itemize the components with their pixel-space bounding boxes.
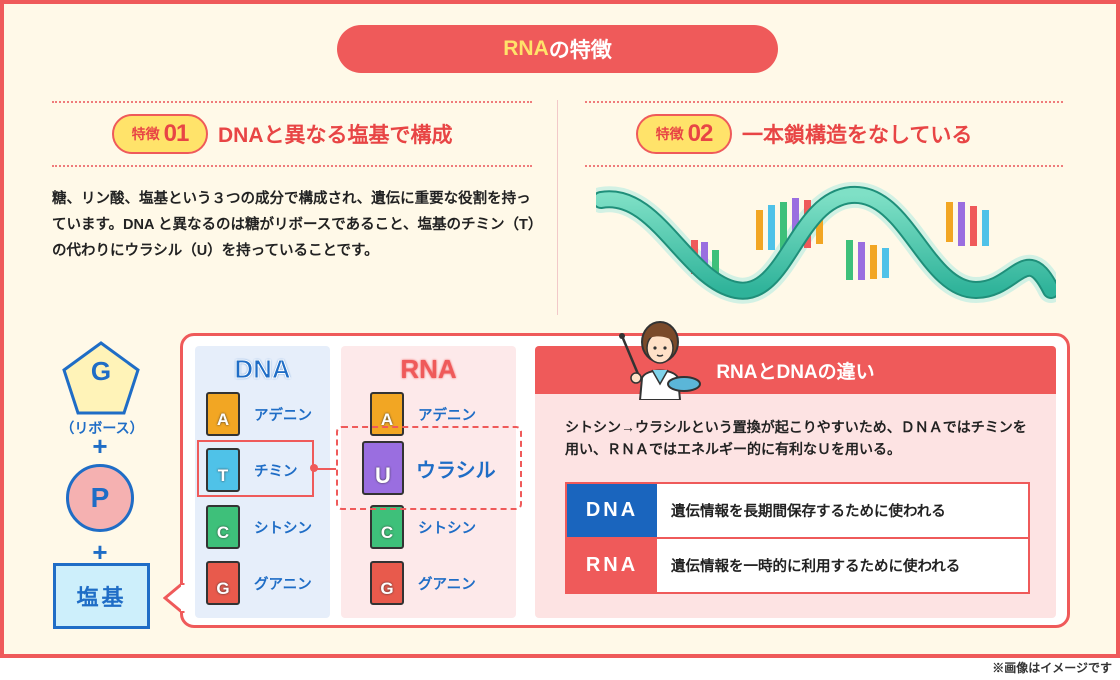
cytosine-block-icon: C	[370, 505, 404, 549]
feature-01-description: 糖、リン酸、塩基という３つの成分で構成され、遺伝に重要な役割を持っています。DN…	[52, 191, 536, 259]
uracil-highlight	[336, 426, 522, 510]
badge-word: 特徴	[131, 126, 160, 142]
rna-single-strand-illustration	[596, 181, 1056, 304]
base-name: アデニン	[418, 407, 476, 424]
row-key-rna: RNA	[567, 539, 657, 592]
ribose-pentagon	[62, 341, 140, 415]
guanine-block-icon: G	[370, 561, 404, 605]
difference-heading: RNAとDNAの違い	[535, 346, 1056, 394]
base-name: シトシン	[254, 520, 312, 537]
feature-badge: 特徴 02	[636, 114, 732, 154]
highlight-connector-dot	[310, 464, 318, 472]
sugar-letter: G	[90, 356, 112, 386]
row-value: 遺伝情報を一時的に利用するために使われる	[671, 559, 961, 575]
base-name: シトシン	[418, 520, 476, 537]
difference-panel: RNAとDNAの違い シトシン→ウラシルという置換が起こりやすいため、ＤＮＡでは…	[535, 346, 1056, 618]
rna-column-title: RNA	[400, 354, 457, 384]
table-row: RNA 遺伝情報を一時的に利用するために使われる	[567, 537, 1028, 592]
dotted-divider	[52, 101, 532, 103]
title-highlight: RNA	[503, 37, 549, 60]
row-key-dna: DNA	[567, 484, 657, 537]
adenine-block-icon: A	[206, 392, 240, 436]
base-name: アデニン	[254, 407, 312, 424]
uracil-block-icon: U	[362, 441, 404, 495]
dotted-divider	[585, 101, 1063, 103]
feature-02-heading: 特徴 02 一本鎖構造をなしている	[636, 114, 972, 154]
title-rest: の特徴	[548, 39, 612, 62]
base-box: 塩基	[53, 563, 150, 629]
rna-base-guanine: G グアニン	[370, 561, 476, 605]
highlight-connector	[314, 468, 336, 470]
ribose-label: （リボース）	[60, 420, 144, 436]
phosphate-circle: P	[66, 464, 134, 532]
dna-base-adenine: A アデニン	[206, 392, 312, 436]
guanine-block-icon: G	[206, 561, 240, 605]
badge-number: 01	[163, 120, 190, 147]
image-footnote: ※画像はイメージです	[992, 661, 1112, 675]
plus-sign: +	[92, 431, 108, 461]
feature-01-heading: 特徴 01 DNAと異なる塩基で構成	[112, 114, 453, 154]
rna-base-cytosine: C シトシン	[370, 505, 476, 549]
feature-title: 一本鎖構造をなしている	[742, 124, 973, 147]
difference-table: DNA 遺伝情報を長期間保存するために使われる RNA 遺伝情報を一時的に利用す…	[565, 482, 1030, 594]
dotted-divider	[585, 165, 1063, 167]
thymine-block-icon: T	[206, 448, 240, 492]
vertical-divider	[557, 100, 558, 315]
base-label: 塩基	[76, 585, 127, 610]
feature-title: DNAと異なる塩基で構成	[218, 124, 453, 147]
row-value: 遺伝情報を長期間保存するために使われる	[671, 504, 946, 520]
table-row: DNA 遺伝情報を長期間保存するために使われる	[567, 484, 1028, 537]
dna-base-guanine: G グアニン	[206, 561, 312, 605]
phosphate-letter: P	[90, 482, 110, 513]
dna-base-cytosine: C シトシン	[206, 505, 312, 549]
rna-base-adenine: A アデニン	[370, 392, 476, 436]
plus-sign: +	[92, 537, 108, 567]
card-pointer	[163, 583, 185, 613]
difference-description: シトシン→ウラシルという置換が起こりやすいため、ＤＮＡではチミンを用い、ＲＮＡで…	[565, 419, 1027, 457]
badge-word: 特徴	[655, 126, 684, 142]
base-name: ウラシル	[416, 459, 496, 482]
dna-column-title: DNA	[234, 354, 291, 385]
feature-badge: 特徴 01	[112, 114, 208, 154]
adenine-block-icon: A	[370, 392, 404, 436]
base-name: グアニン	[254, 576, 312, 593]
cytosine-block-icon: C	[206, 505, 240, 549]
base-name: グアニン	[418, 576, 476, 593]
dotted-divider	[52, 165, 532, 167]
badge-number: 02	[687, 120, 714, 147]
base-name: チミン	[254, 463, 298, 480]
teacher-illustration-icon	[619, 321, 701, 400]
page-title: RNA の特徴	[337, 25, 778, 73]
thymine-highlight	[197, 440, 314, 497]
rna-base-uracil: U ウラシル	[362, 441, 496, 495]
dna-base-thymine: T チミン	[206, 448, 298, 492]
